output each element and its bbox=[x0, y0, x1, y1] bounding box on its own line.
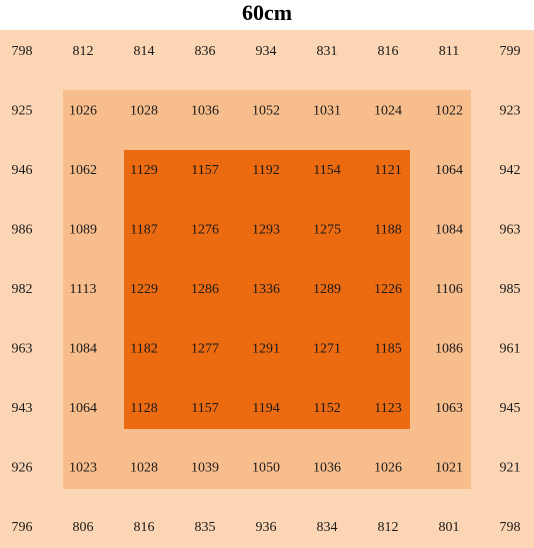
cell-value: 801 bbox=[439, 520, 460, 535]
cell-value: 816 bbox=[378, 44, 399, 59]
cell-value: 925 bbox=[12, 104, 33, 119]
cell-value: 923 bbox=[500, 104, 521, 119]
cell-value: 1021 bbox=[435, 461, 463, 476]
cell-value: 798 bbox=[500, 520, 521, 535]
cell-value: 936 bbox=[256, 520, 277, 535]
cell-value: 986 bbox=[12, 223, 33, 238]
cell-value: 1152 bbox=[313, 401, 340, 416]
cell-value: 1089 bbox=[69, 223, 97, 238]
cell-value: 946 bbox=[12, 163, 33, 178]
cell-value: 943 bbox=[12, 401, 33, 416]
cell-value: 1128 bbox=[130, 401, 157, 416]
cell-value: 1187 bbox=[130, 223, 157, 238]
cell-value: 812 bbox=[73, 44, 94, 59]
cell-value: 1039 bbox=[191, 461, 219, 476]
cell-value: 963 bbox=[500, 223, 521, 238]
cell-value: 1023 bbox=[69, 461, 97, 476]
cell-value: 1188 bbox=[374, 223, 401, 238]
cell-value: 1271 bbox=[313, 342, 341, 357]
cell-value: 816 bbox=[134, 520, 155, 535]
cell-value: 1277 bbox=[191, 342, 219, 357]
cell-value: 982 bbox=[12, 282, 33, 297]
cell-value: 942 bbox=[500, 163, 521, 178]
cell-value: 1275 bbox=[313, 223, 341, 238]
cell-value: 1022 bbox=[435, 104, 463, 119]
cell-value: 1064 bbox=[435, 163, 463, 178]
cell-value: 834 bbox=[317, 520, 338, 535]
cell-value: 926 bbox=[12, 461, 33, 476]
cell-value: 1123 bbox=[374, 401, 401, 416]
cell-value: 1052 bbox=[252, 104, 280, 119]
cell-value: 831 bbox=[317, 44, 338, 59]
cell-value: 1050 bbox=[252, 461, 280, 476]
cell-value: 934 bbox=[256, 44, 277, 59]
cell-value: 836 bbox=[195, 44, 216, 59]
cell-value: 1293 bbox=[252, 223, 280, 238]
cell-value: 1154 bbox=[313, 163, 340, 178]
cell-value: 835 bbox=[195, 520, 216, 535]
cell-value: 1086 bbox=[435, 342, 463, 357]
cell-value: 1031 bbox=[313, 104, 341, 119]
cell-value: 1084 bbox=[435, 223, 463, 238]
cell-value: 1194 bbox=[252, 401, 279, 416]
cell-value: 1036 bbox=[191, 104, 219, 119]
cell-value: 921 bbox=[500, 461, 521, 476]
inner-zone bbox=[124, 150, 410, 429]
cell-value: 1113 bbox=[70, 282, 97, 297]
cell-value: 1229 bbox=[130, 282, 158, 297]
cell-value: 1024 bbox=[374, 104, 402, 119]
cell-value: 1106 bbox=[435, 282, 462, 297]
cell-value: 963 bbox=[12, 342, 33, 357]
cell-value: 1286 bbox=[191, 282, 219, 297]
cell-value: 1026 bbox=[374, 461, 402, 476]
cell-value: 1028 bbox=[130, 461, 158, 476]
cell-value: 1185 bbox=[374, 342, 401, 357]
cell-value: 1226 bbox=[374, 282, 402, 297]
cell-value: 1289 bbox=[313, 282, 341, 297]
cell-value: 1182 bbox=[130, 342, 157, 357]
cell-value: 1026 bbox=[69, 104, 97, 119]
cell-value: 945 bbox=[500, 401, 521, 416]
cell-value: 796 bbox=[12, 520, 33, 535]
cell-value: 812 bbox=[378, 520, 399, 535]
cell-value: 811 bbox=[439, 44, 459, 59]
cell-value: 799 bbox=[500, 44, 521, 59]
cell-value: 1336 bbox=[252, 282, 280, 297]
cell-value: 1129 bbox=[130, 163, 157, 178]
cell-value: 1192 bbox=[252, 163, 279, 178]
cell-value: 1121 bbox=[374, 163, 401, 178]
cell-value: 1036 bbox=[313, 461, 341, 476]
cell-value: 961 bbox=[500, 342, 521, 357]
cell-value: 1062 bbox=[69, 163, 97, 178]
cell-value: 1157 bbox=[191, 163, 218, 178]
cell-value: 1028 bbox=[130, 104, 158, 119]
cell-value: 1064 bbox=[69, 401, 97, 416]
title: 60cm bbox=[242, 0, 292, 25]
cell-value: 814 bbox=[134, 44, 155, 59]
cell-value: 798 bbox=[12, 44, 33, 59]
cell-value: 1291 bbox=[252, 342, 280, 357]
cell-value: 806 bbox=[73, 520, 94, 535]
cell-value: 1084 bbox=[69, 342, 97, 357]
cell-value: 1276 bbox=[191, 223, 219, 238]
cell-value: 985 bbox=[500, 282, 521, 297]
cell-value: 1157 bbox=[191, 401, 218, 416]
cell-value: 1063 bbox=[435, 401, 463, 416]
